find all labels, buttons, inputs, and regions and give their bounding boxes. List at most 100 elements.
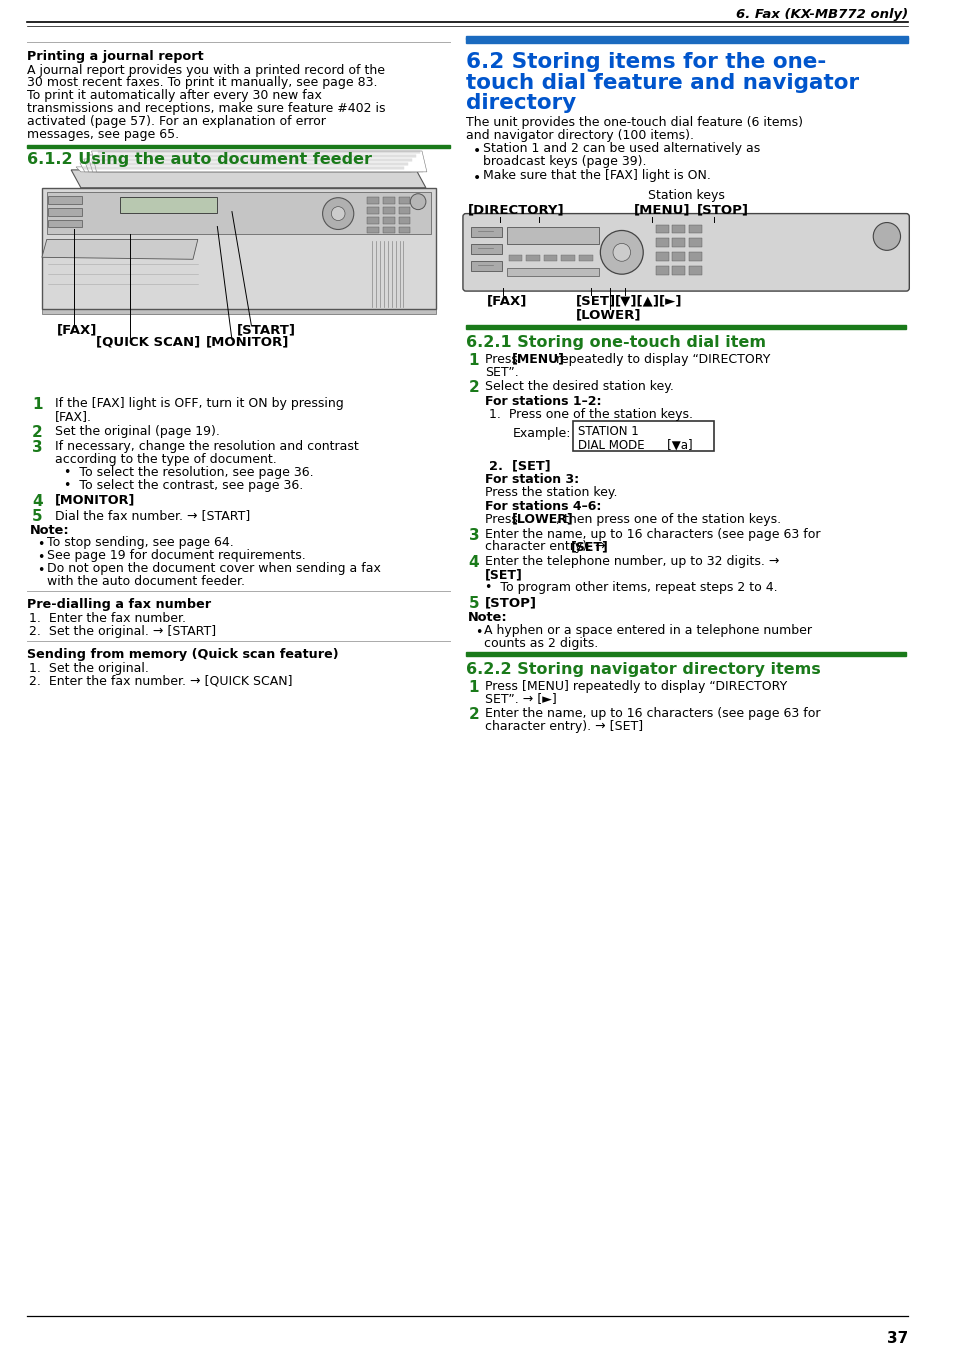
Text: [DIRECTORY]: [DIRECTORY] <box>467 204 564 217</box>
Bar <box>470 228 501 237</box>
Bar <box>688 252 701 262</box>
Text: 2: 2 <box>468 708 479 723</box>
Text: broadcast keys (page 39).: broadcast keys (page 39). <box>483 155 646 168</box>
Bar <box>382 217 395 224</box>
Text: •: • <box>37 565 45 577</box>
Bar <box>367 226 378 233</box>
Polygon shape <box>80 163 415 171</box>
Text: For stations 1–2:: For stations 1–2: <box>485 395 601 408</box>
Text: touch dial feature and navigator: touch dial feature and navigator <box>465 73 858 93</box>
Bar <box>465 36 907 39</box>
Bar <box>688 267 701 275</box>
Bar <box>465 38 907 43</box>
Polygon shape <box>42 309 436 314</box>
Bar <box>382 197 395 204</box>
Text: 5: 5 <box>468 596 479 611</box>
Text: Enter the telephone number, up to 32 digits. →: Enter the telephone number, up to 32 dig… <box>485 555 779 569</box>
Text: [STOP]: [STOP] <box>485 596 537 609</box>
Bar <box>573 421 714 452</box>
Bar <box>506 268 598 276</box>
Text: A hyphen or a space entered in a telephone number: A hyphen or a space entered in a telepho… <box>484 624 812 636</box>
Text: [SET]: [SET] <box>571 541 608 554</box>
Text: •: • <box>475 625 481 639</box>
Text: 3: 3 <box>468 527 479 542</box>
Bar <box>398 217 410 224</box>
Bar <box>120 197 217 213</box>
Text: [FAX]: [FAX] <box>56 324 97 337</box>
Bar <box>48 208 82 216</box>
Text: To stop sending, see page 64.: To stop sending, see page 64. <box>47 537 233 550</box>
Bar <box>656 267 668 275</box>
Text: •: • <box>37 538 45 551</box>
Text: For station 3:: For station 3: <box>485 473 578 485</box>
Text: Example:: Example: <box>512 427 571 441</box>
Text: Note:: Note: <box>467 611 507 624</box>
Text: 2: 2 <box>468 380 479 395</box>
Bar <box>48 195 82 204</box>
Text: 4: 4 <box>468 555 479 570</box>
Text: If necessary, change the resolution and contrast: If necessary, change the resolution and … <box>54 439 358 453</box>
Bar <box>508 255 522 262</box>
Text: •  To program other items, repeat steps 2 to 4.: • To program other items, repeat steps 2… <box>485 581 777 594</box>
Text: [MONITOR]: [MONITOR] <box>206 336 289 349</box>
Text: 30 most recent faxes. To print it manually, see page 83.: 30 most recent faxes. To print it manual… <box>28 77 377 89</box>
Polygon shape <box>47 191 431 235</box>
Text: DIAL MODE      [▼a]: DIAL MODE [▼a] <box>578 438 692 452</box>
Bar <box>48 220 82 228</box>
Text: [MENU]: [MENU] <box>633 204 689 217</box>
Circle shape <box>331 206 345 221</box>
Text: repeatedly to display “DIRECTORY: repeatedly to display “DIRECTORY <box>551 353 769 365</box>
Text: SET”.: SET”. <box>485 365 518 379</box>
Bar <box>367 217 378 224</box>
Text: [▼][▲][►]: [▼][▲][►] <box>615 294 681 307</box>
Text: [SET]: [SET] <box>485 569 522 581</box>
Text: 5: 5 <box>32 508 43 523</box>
Text: 3: 3 <box>32 439 43 456</box>
Text: [QUICK SCAN]: [QUICK SCAN] <box>95 336 199 349</box>
Bar <box>470 262 501 271</box>
Text: Press [MENU] repeatedly to display “DIRECTORY: Press [MENU] repeatedly to display “DIRE… <box>485 679 787 693</box>
Text: Sending from memory (Quick scan feature): Sending from memory (Quick scan feature) <box>28 648 338 661</box>
Bar <box>367 197 378 204</box>
Polygon shape <box>88 155 422 171</box>
Text: [START]: [START] <box>236 324 295 337</box>
Text: A journal report provides you with a printed record of the: A journal report provides you with a pri… <box>28 63 385 77</box>
Bar <box>465 652 905 655</box>
Polygon shape <box>71 170 425 187</box>
FancyBboxPatch shape <box>462 213 908 291</box>
Text: counts as 2 digits.: counts as 2 digits. <box>484 636 598 650</box>
Bar <box>656 252 668 262</box>
Text: [LOWER]: [LOWER] <box>511 512 573 526</box>
Bar <box>560 255 575 262</box>
Text: 6.1.2 Using the auto document feeder: 6.1.2 Using the auto document feeder <box>28 152 372 167</box>
Text: SET”. → [►]: SET”. → [►] <box>485 693 557 705</box>
Text: Note:: Note: <box>30 523 70 537</box>
Text: 37: 37 <box>886 1332 907 1347</box>
Bar <box>672 252 684 262</box>
Text: [MONITOR]: [MONITOR] <box>54 493 134 507</box>
Text: 6.2.1 Storing one-touch dial item: 6.2.1 Storing one-touch dial item <box>465 334 765 349</box>
Text: transmissions and receptions, make sure feature #402 is: transmissions and receptions, make sure … <box>28 102 385 116</box>
Text: 6.2.2 Storing navigator directory items: 6.2.2 Storing navigator directory items <box>465 662 820 677</box>
Text: •: • <box>37 551 45 565</box>
Circle shape <box>872 222 900 251</box>
Text: 1.  Press one of the station keys.: 1. Press one of the station keys. <box>489 408 693 422</box>
Bar <box>367 206 378 213</box>
Text: character entry). →: character entry). → <box>485 541 609 554</box>
Text: Press: Press <box>485 512 521 526</box>
Text: 2.  Enter the fax number. → [QUICK SCAN]: 2. Enter the fax number. → [QUICK SCAN] <box>30 674 293 687</box>
Text: The unit provides the one-touch dial feature (6 items): The unit provides the one-touch dial fea… <box>465 116 802 129</box>
Text: Enter the name, up to 16 characters (see page 63 for: Enter the name, up to 16 characters (see… <box>485 708 820 720</box>
Text: according to the type of document.: according to the type of document. <box>54 453 276 466</box>
Text: [FAX]: [FAX] <box>487 294 527 307</box>
Bar <box>382 226 395 233</box>
Text: with the auto document feeder.: with the auto document feeder. <box>47 576 245 588</box>
Bar <box>688 239 701 248</box>
Bar <box>398 226 410 233</box>
Bar <box>656 225 668 233</box>
Text: •  To select the resolution, see page 36.: • To select the resolution, see page 36. <box>64 466 314 479</box>
Bar <box>470 244 501 255</box>
Text: 2.  Set the original. → [START]: 2. Set the original. → [START] <box>30 625 216 638</box>
Polygon shape <box>91 151 426 171</box>
Bar <box>656 239 668 248</box>
